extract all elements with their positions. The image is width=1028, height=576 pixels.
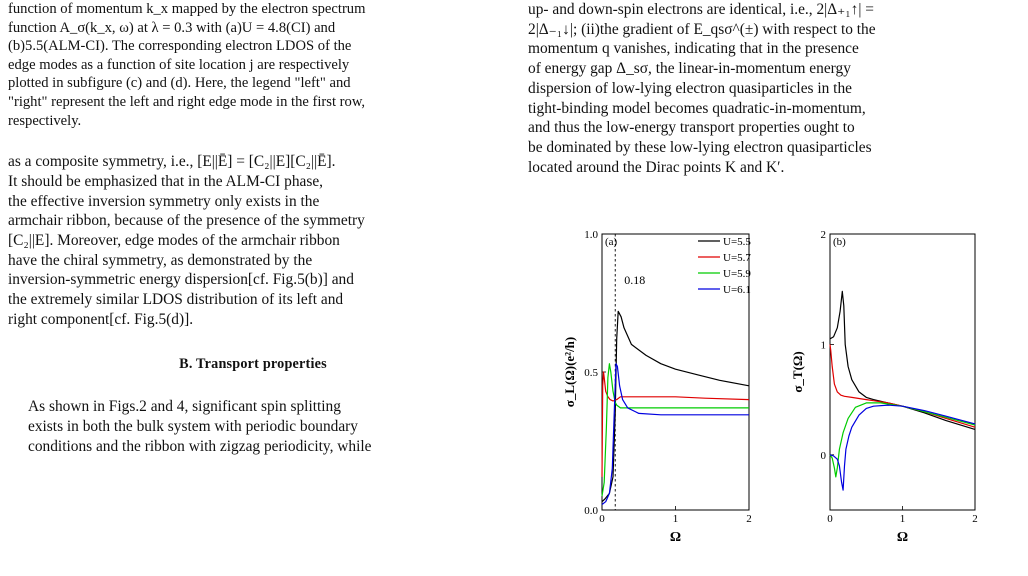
text-line: conditions and the ribbon with zigzag pe… — [28, 437, 372, 455]
text-line: [C₂||E]. Moreover, edge modes of the arm… — [8, 231, 340, 249]
x-tick-label: 2 — [746, 513, 752, 525]
panel-label: (a) — [605, 236, 618, 248]
series-line-u55 — [601, 310, 750, 503]
text-line: have the chiral symmetry, as demonstrate… — [8, 251, 313, 269]
paragraph-symmetry: as a composite symmetry, i.e., [E||Ē] = … — [8, 152, 498, 329]
legend-entry: U=5.9 — [723, 268, 751, 280]
x-tick-label: 0 — [599, 513, 605, 525]
text-line: as a composite symmetry, i.e., [E||Ē] = … — [8, 153, 336, 171]
text-line: the effective inversion symmetry only ex… — [8, 192, 320, 210]
text-line: right component[cf. Fig.5(d)]. — [8, 310, 194, 328]
caption-line: "right" represent the left and right edg… — [8, 93, 366, 110]
series-line-u61 — [829, 404, 976, 491]
text-line: dispersion of low-lying electron quasipa… — [528, 79, 852, 97]
figure-caption: function of momentum k_x mapped by the e… — [8, 0, 498, 130]
text-line: exists in both the bulk system with peri… — [28, 417, 359, 435]
legend-entry: U=6.1 — [723, 284, 751, 296]
caption-line: respectively. — [8, 112, 82, 129]
text-line: tight-binding model becomes quadratic-in… — [528, 99, 866, 117]
text-line: be dominated by these low-lying electron… — [528, 138, 872, 156]
y-tick-label: 0 — [821, 450, 827, 462]
x-axis-label: Ω — [897, 530, 908, 545]
y-tick-label: 2 — [821, 229, 827, 241]
series-line-u55 — [829, 290, 976, 430]
caption-line: function of momentum k_x mapped by the e… — [8, 1, 366, 17]
caption-line: plotted in subfigure (c) and (d). Here, … — [8, 75, 351, 92]
panel-label: (b) — [833, 236, 846, 248]
x-tick-label: 1 — [673, 513, 679, 525]
x-axis-label: Ω — [670, 530, 681, 545]
text-line: located around the Dirac points K and K′… — [528, 158, 785, 176]
text-line: inversion-symmetric energy dispersion[cf… — [8, 271, 354, 289]
text-line: momentum q vanishes, indicating that in … — [528, 40, 859, 58]
series-line-u59 — [601, 363, 749, 497]
x-tick-label: 2 — [972, 513, 978, 525]
text-line: the extremely similar LDOS distribution … — [8, 291, 344, 309]
annotation-label: 0.18 — [624, 273, 645, 287]
text-line: armchair ribbon, because of the presence… — [8, 212, 365, 230]
right-column: up- and down-spin electrons are identica… — [528, 0, 1020, 177]
text-line: 2|Δ₋₁↓|; (ii)the gradient of E_qsσ^(±) w… — [528, 20, 876, 38]
legend-entry: U=5.5 — [723, 236, 751, 248]
series-line-u61 — [601, 363, 749, 505]
x-tick-label: 0 — [827, 513, 833, 525]
text-line: As shown in Figs.2 and 4, significant sp… — [28, 398, 341, 416]
series-line-u59 — [829, 402, 976, 478]
text-line: It should be emphasized that in the ALM-… — [8, 172, 324, 190]
legend-entry: U=5.7 — [723, 252, 751, 264]
series-line-u57 — [829, 344, 976, 428]
y-tick-label: 0.5 — [584, 367, 598, 379]
paragraph-transport: As shown in Figs.2 and 4, significant sp… — [8, 397, 498, 456]
y-tick-label: 1.0 — [584, 229, 598, 241]
figure-svg: 0 1 2 0.0 0.5 1.0 Ωσ_L(Ω)(e²/h) (a) 0.18 U=5.5 U=5… — [562, 229, 978, 545]
caption-line: function A_σ(k_x, ω) at λ = 0.3 with (a)… — [8, 19, 336, 36]
caption-line: (b)5.5(ALM-CI). The corresponding electr… — [8, 38, 352, 55]
plot-frame — [829, 233, 976, 511]
x-tick-label: 1 — [900, 513, 906, 525]
y-axis-label: σ_T(Ω) — [790, 351, 805, 392]
left-column: function of momentum k_x mapped by the e… — [8, 0, 498, 456]
section-heading: B. Transport properties — [179, 356, 327, 373]
y-axis-label: σ_L(Ω)(e²/h) — [562, 337, 577, 407]
series-line-u57 — [601, 371, 750, 477]
text-line: and thus the low-energy transport proper… — [528, 119, 855, 137]
text-line: of energy gap Δ_sσ, the linear-in-moment… — [528, 60, 851, 78]
caption-line: edge modes as a function of site locatio… — [8, 56, 350, 73]
y-tick-label: 1 — [821, 339, 827, 351]
y-tick-label: 0.0 — [584, 505, 598, 517]
text-line: up- and down-spin electrons are identica… — [528, 1, 874, 18]
